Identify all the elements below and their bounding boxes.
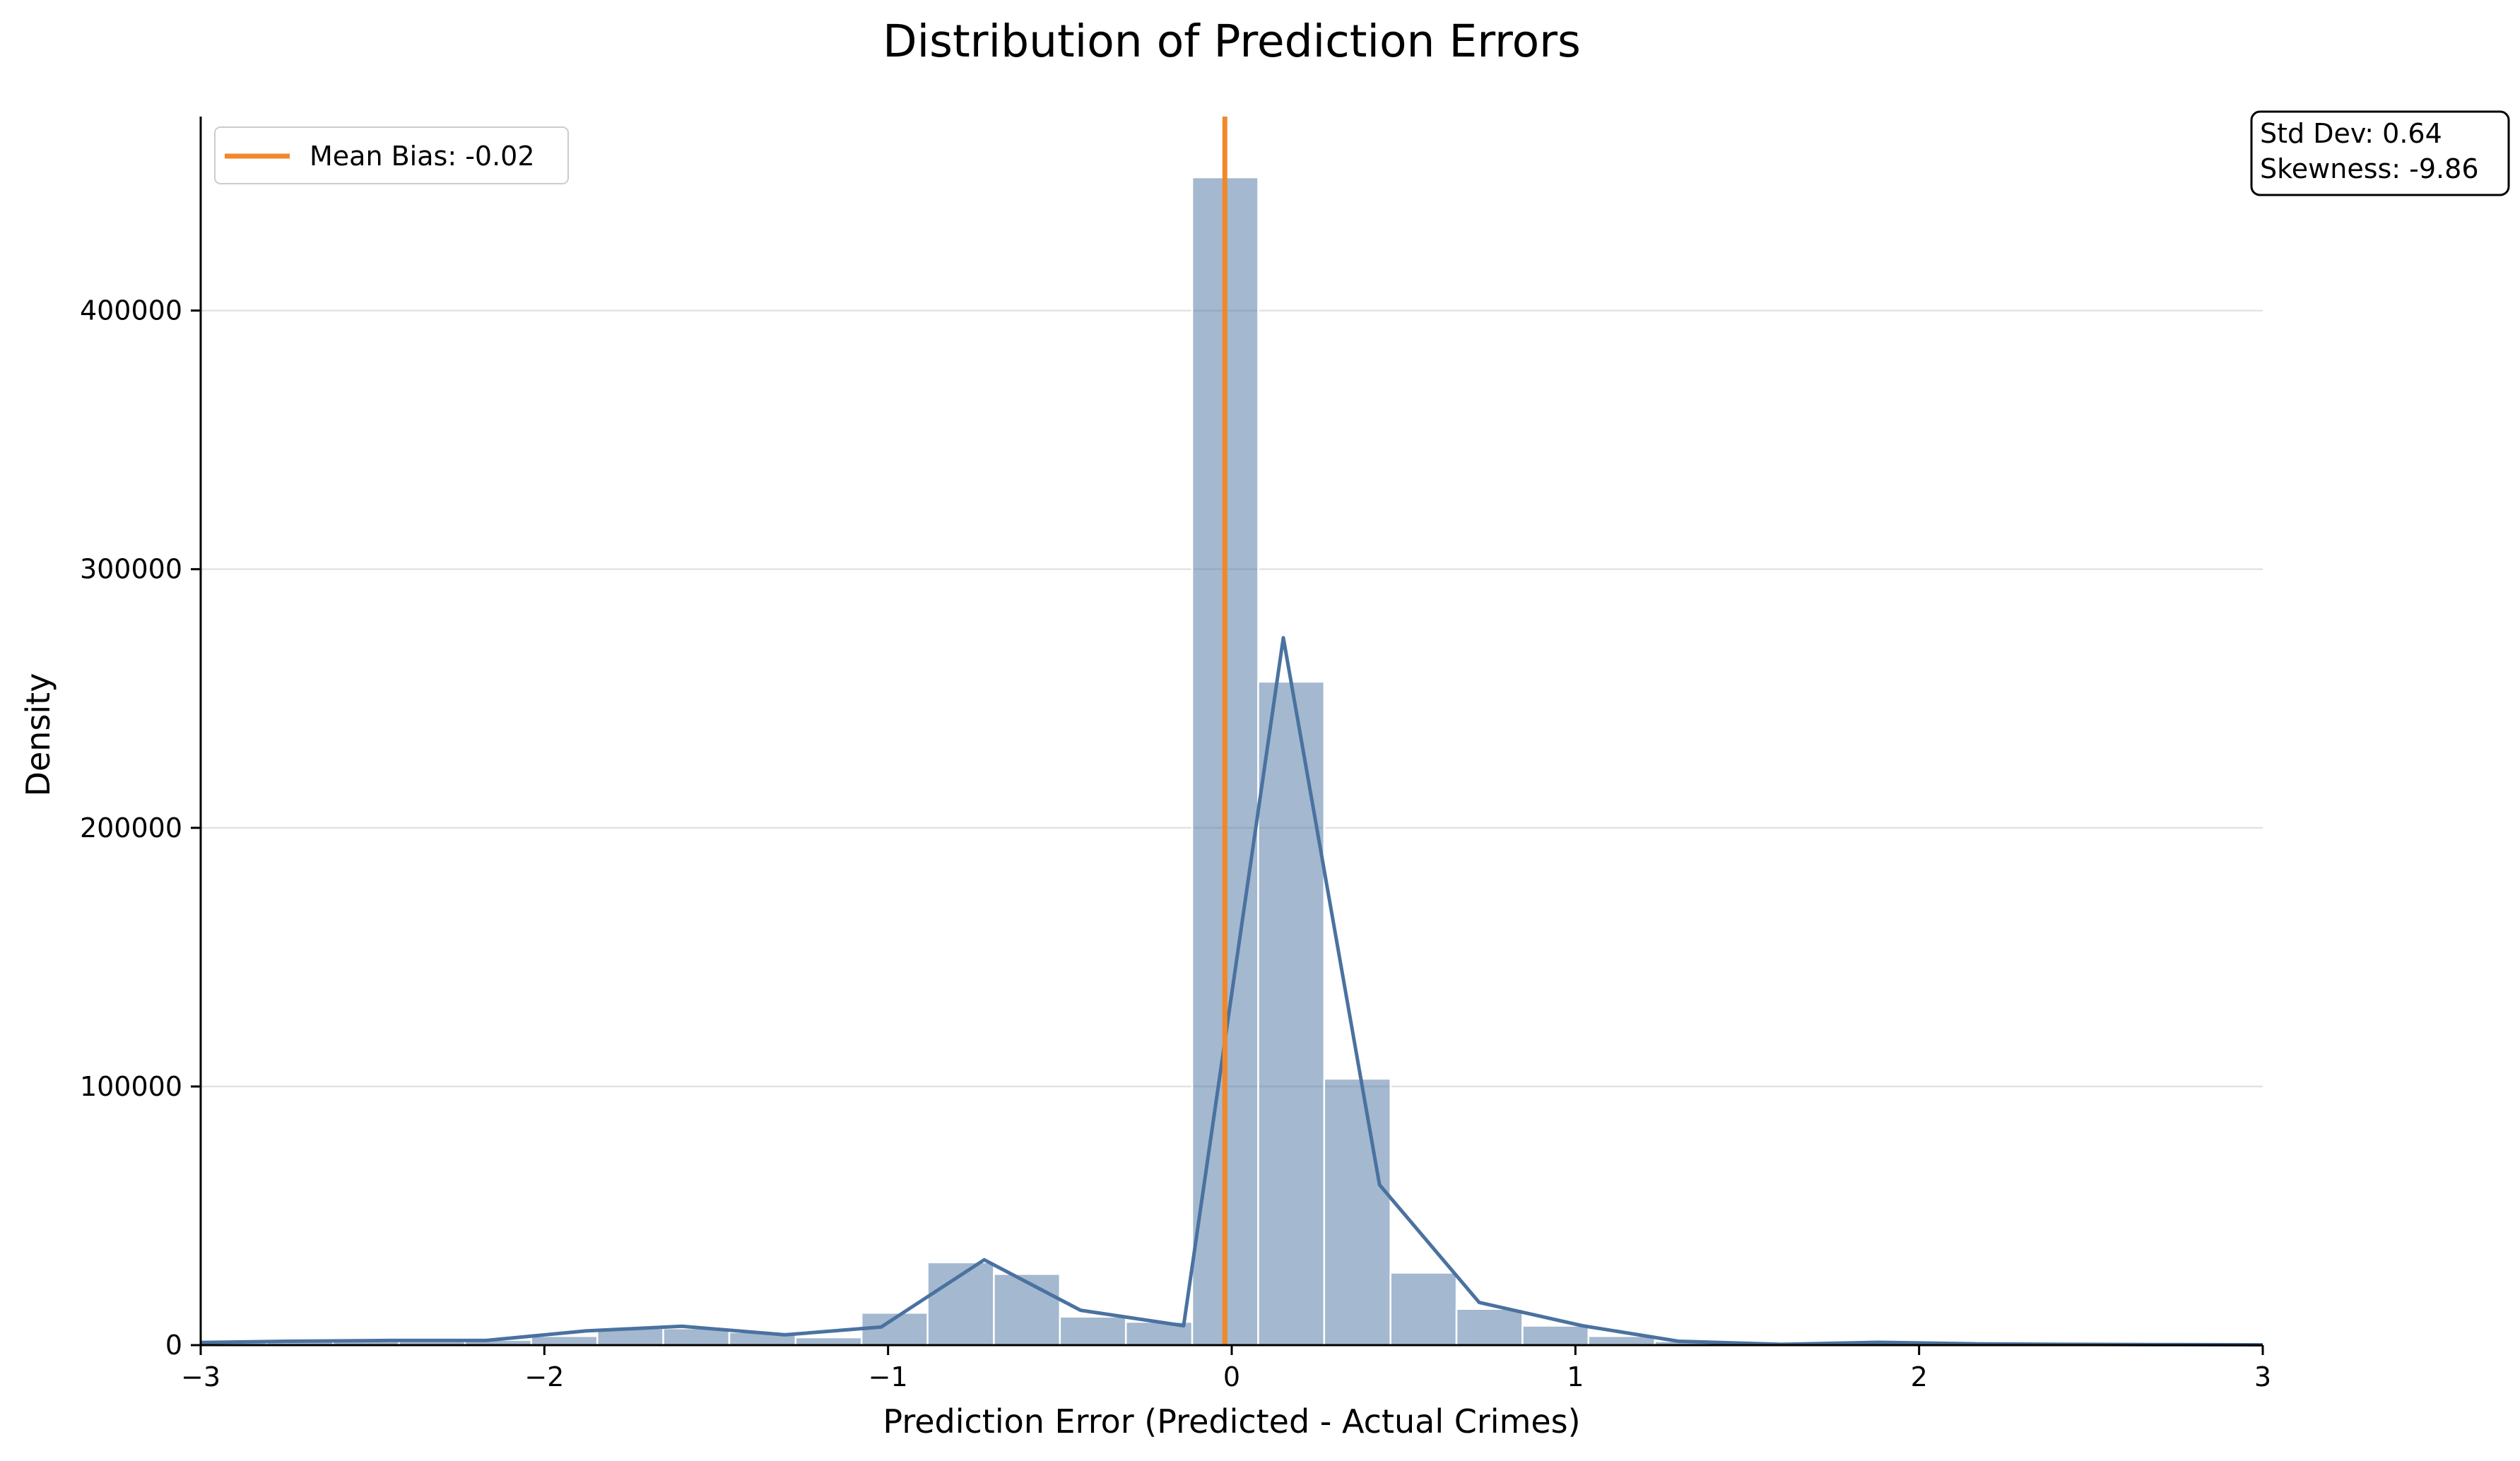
- y-tick-label: 300000: [80, 554, 182, 585]
- density-curve-group: [200, 636, 2263, 1347]
- y-tick-label: 200000: [80, 812, 182, 844]
- histogram-bars: [199, 176, 2264, 1347]
- stats-box-frame: [2250, 110, 2510, 196]
- x-tick-label: −1: [869, 1361, 908, 1392]
- histogram-bar: [993, 1273, 1061, 1347]
- legend-label-mean-bias: Mean Bias: -0.02: [310, 141, 535, 172]
- histogram-bar: [794, 1336, 863, 1347]
- y-ticks: 0 100000 200000 300000 400000: [80, 295, 201, 1361]
- legend-frame: [214, 126, 569, 184]
- x-tick-label: 3: [2254, 1361, 2271, 1392]
- legend: Mean Bias: -0.02: [214, 126, 569, 184]
- y-axis-label: Density: [19, 673, 57, 797]
- x-axis-label: Prediction Error (Predicted - Actual Cri…: [883, 1402, 1580, 1441]
- stats-skewness: Skewness: -9.86: [2260, 153, 2479, 184]
- density-curve: [200, 636, 2263, 1347]
- y-tick-label: 0: [165, 1330, 182, 1361]
- x-tick-label: 0: [1223, 1361, 1240, 1392]
- histogram-bar: [1323, 1077, 1391, 1347]
- histogram-bar: [1455, 1308, 1524, 1347]
- x-tick-label: −2: [524, 1361, 564, 1392]
- stats-std-dev: Std Dev: 0.64: [2260, 118, 2442, 149]
- chart-title: Distribution of Prediction Errors: [883, 16, 1581, 67]
- histogram-bar: [1389, 1272, 1458, 1347]
- x-tick-label: −3: [181, 1361, 220, 1392]
- histogram-bar: [530, 1335, 599, 1347]
- y-tick-label: 100000: [80, 1071, 182, 1102]
- histogram-bar: [1521, 1325, 1590, 1347]
- histogram-bar: [1059, 1315, 1127, 1347]
- x-tick-label: 1: [1567, 1361, 1584, 1392]
- x-ticks: −3 −2 −1 0 1 2 3: [181, 1345, 2271, 1392]
- x-tick-label: 2: [1911, 1361, 1928, 1392]
- histogram-bar: [1257, 680, 1326, 1347]
- stats-box: Std Dev: 0.64 Skewness: -9.86: [2250, 110, 2510, 196]
- y-tick-label: 400000: [80, 295, 182, 326]
